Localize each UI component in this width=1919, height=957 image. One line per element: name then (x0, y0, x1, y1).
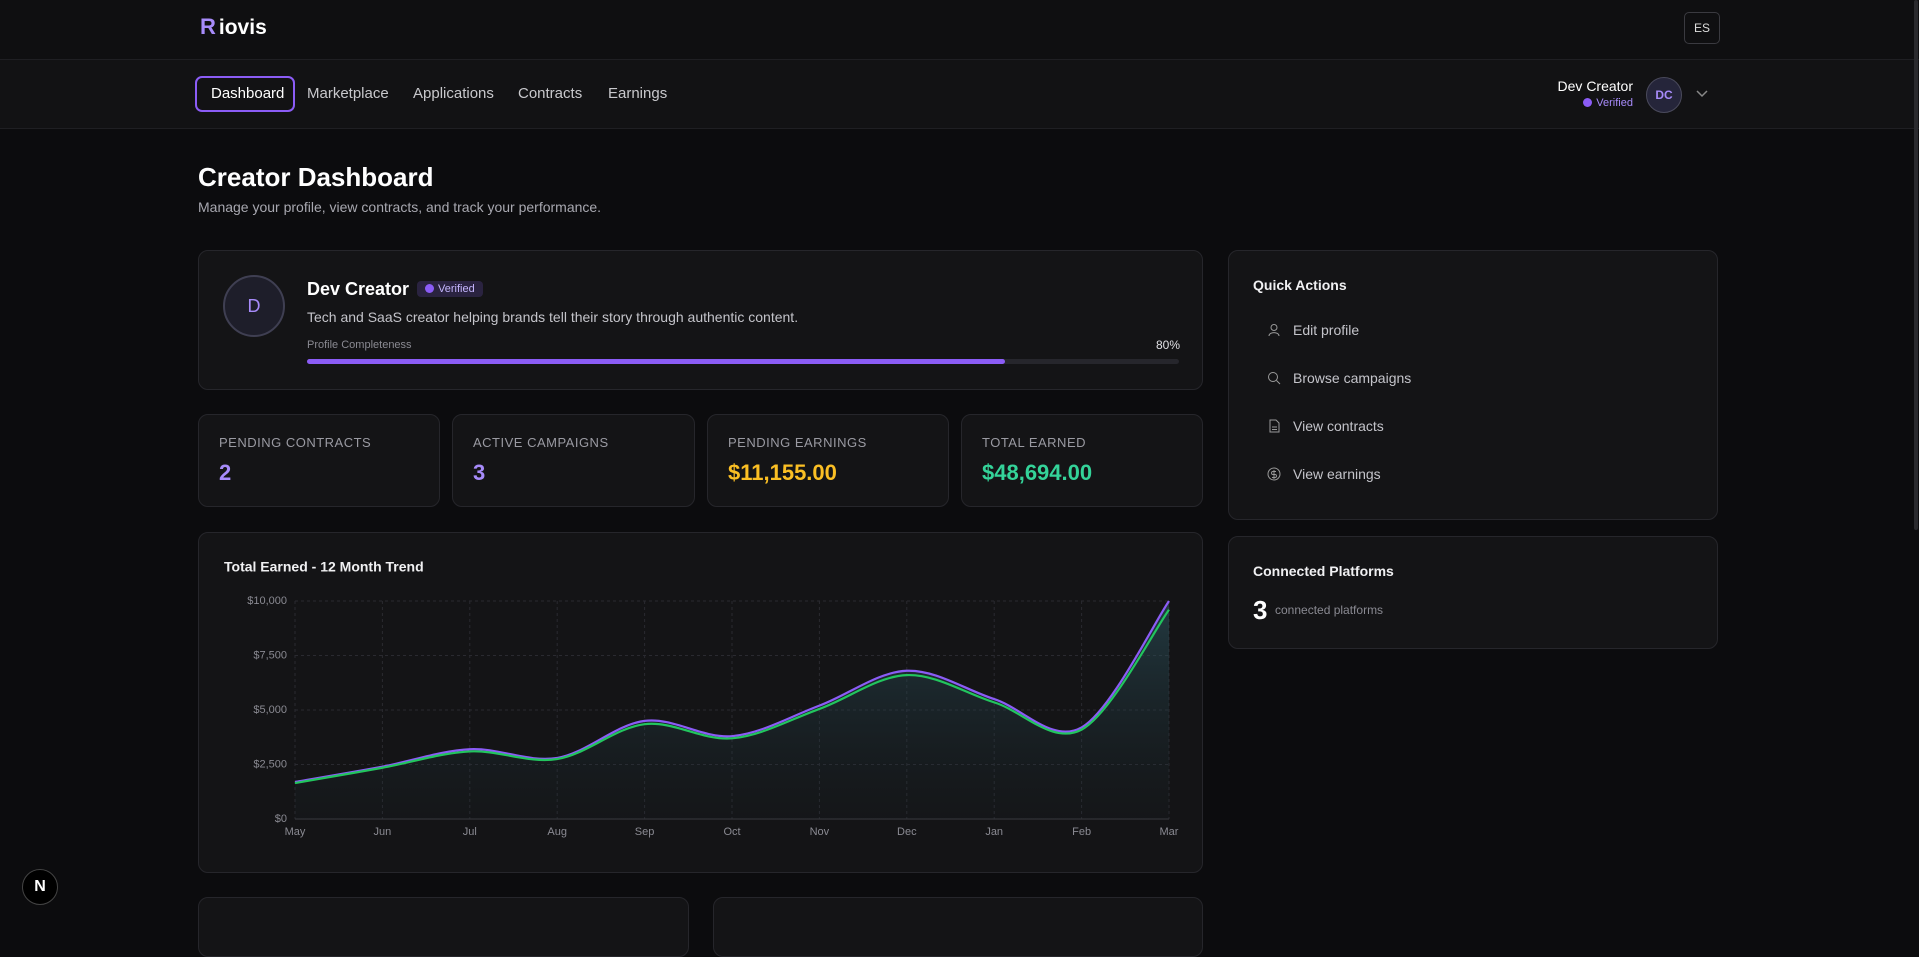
x-tick-label: Jan (985, 826, 1003, 838)
platforms-card: Connected Platforms 3 connected platform… (1228, 536, 1718, 649)
y-tick-label: $7,500 (253, 649, 287, 661)
profile-avatar: D (223, 275, 285, 337)
search-icon (1268, 372, 1281, 385)
stat-value: 3 (473, 460, 486, 485)
page-subtitle: Manage your profile, view contracts, and… (198, 199, 602, 215)
page-title: Creator Dashboard (198, 162, 434, 192)
stat-card: PENDING EARNINGS $11,155.00 (707, 414, 949, 507)
stat-value: $11,155.00 (728, 460, 837, 485)
x-tick-label: Mar (1160, 826, 1179, 838)
x-tick-label: Jul (463, 826, 477, 838)
nav-item[interactable]: Contracts (518, 85, 583, 102)
language-button[interactable]: ES (1684, 12, 1720, 44)
completeness-label: Profile Completeness (307, 339, 412, 351)
card (713, 897, 1203, 957)
logo-text: iovis (218, 16, 267, 39)
platform-count: 3 (1253, 595, 1268, 625)
card (198, 897, 689, 957)
badge-text: Verified (438, 283, 475, 295)
logo-mark: R (200, 14, 216, 39)
area (295, 601, 1169, 819)
quick-action[interactable]: Edit profile (1267, 322, 1359, 338)
dollar-icon (1267, 467, 1281, 481)
stat-card: ACTIVE CAMPAIGNS 3 (452, 414, 695, 507)
stat-value: 2 (219, 460, 232, 485)
stat-label: ACTIVE CAMPAIGNS (473, 435, 609, 450)
line (294, 609, 1170, 785)
file-icon (1269, 419, 1280, 433)
x-tick-label: Feb (1072, 826, 1091, 838)
profile-name: Dev Creator (307, 279, 410, 299)
x-tick-label: May (285, 826, 306, 838)
line (294, 600, 1170, 784)
user-info[interactable]: Dev Creator Verified (1558, 78, 1633, 109)
user-icon (1268, 324, 1280, 337)
x-tick-label: Aug (547, 826, 567, 838)
platform-text: connected platforms (1275, 603, 1384, 617)
chart: Total Earned - 12 Month Trend $0 $2,500 $5… (224, 559, 1179, 838)
verified-icon (1583, 98, 1593, 107)
x-tick-label: Jun (374, 826, 392, 838)
nav-item[interactable]: Earnings (608, 85, 668, 102)
quick-action-text: Edit profile (1293, 322, 1360, 338)
stat-value: $48,694.00 (982, 460, 1093, 485)
progress-fill (307, 359, 1005, 364)
x-tick-label: Oct (723, 826, 740, 838)
quick-action-text: View contracts (1293, 418, 1384, 434)
card-title: Connected Platforms (1253, 563, 1394, 579)
quick-action[interactable]: View contracts (1267, 418, 1384, 434)
chevron-icon[interactable] (1696, 90, 1708, 98)
x-tick-label: Nov (810, 826, 830, 838)
verified-badge: Verified (417, 281, 483, 297)
nav-bar: Dashboard Marketplace Applications Contr… (0, 60, 1919, 129)
dev-badge[interactable]: N (22, 869, 58, 905)
nav-item[interactable]: Dashboard (195, 76, 295, 112)
y-tick-label: $5,000 (253, 704, 287, 716)
quick-action-text: Browse campaigns (1293, 370, 1412, 386)
x-tick-label: Dec (897, 826, 917, 838)
scrollbar (1914, 0, 1918, 530)
y-tick-label: $10,000 (247, 595, 287, 607)
stat-card: PENDING CONTRACTS 2 (198, 414, 440, 507)
profile-bio: Tech and SaaS creator helping brands tel… (307, 309, 799, 325)
y-tick-label: $2,500 (253, 758, 287, 770)
card-title: Quick Actions (1253, 277, 1347, 293)
y-tick-label: $0 (275, 813, 287, 825)
chart-title: Total Earned - 12 Month Trend (224, 559, 424, 575)
stat-label: PENDING CONTRACTS (219, 435, 372, 450)
user-status: Verified (1558, 97, 1633, 109)
x-tick-label: Sep (635, 826, 655, 838)
verified-icon (425, 284, 434, 293)
quick-action-text: View earnings (1293, 466, 1381, 482)
quick-action[interactable]: Browse campaigns (1267, 370, 1411, 386)
user-status-text: Verified (1596, 97, 1633, 109)
stat-label: PENDING EARNINGS (728, 435, 867, 450)
chart-card: Total Earned - 12 Month Trend $0 $2,500 $5… (198, 532, 1203, 873)
user-avatar[interactable]: DC (1646, 77, 1682, 113)
nav-item[interactable]: Applications (413, 85, 494, 102)
completeness-value: 80% (1155, 338, 1180, 352)
progress-track (307, 359, 1179, 364)
quick-action[interactable]: View earnings (1267, 466, 1381, 482)
quick-actions-card: Quick Actions Edit profile Browse campai… (1228, 250, 1718, 520)
profile-card: D Dev Creator Verified Tech and SaaS cre… (198, 250, 1203, 390)
nav-item[interactable]: Marketplace (307, 85, 389, 102)
stat-card: TOTAL EARNED $48,694.00 (961, 414, 1203, 507)
user-name: Dev Creator (1557, 78, 1633, 94)
stat-label: TOTAL EARNED (982, 435, 1087, 450)
